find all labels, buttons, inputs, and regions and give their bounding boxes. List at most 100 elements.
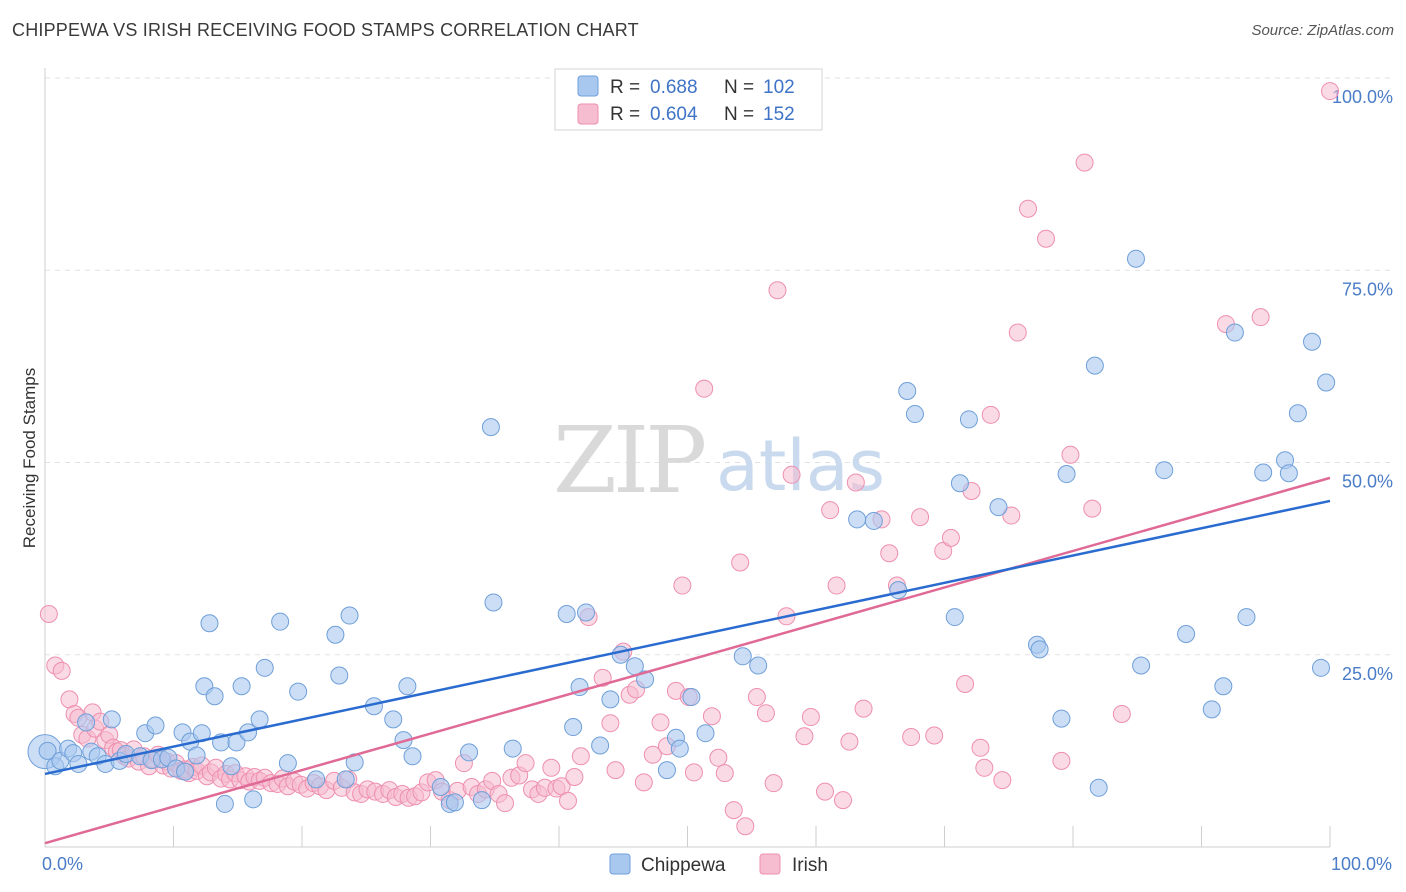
watermark-zip: ZIP xyxy=(553,407,704,514)
x-tick-label: 0.0% xyxy=(42,854,83,874)
chippewa-point xyxy=(1132,656,1151,675)
irish-point xyxy=(542,758,561,777)
irish-point xyxy=(715,764,734,783)
bottom-legend-irish: Irish xyxy=(792,855,828,876)
irish-point xyxy=(1321,82,1339,101)
watermark: ZIP atlas xyxy=(553,407,885,514)
bottom-legend-chippewa: Chippewa xyxy=(641,855,726,876)
irish-point xyxy=(941,528,960,547)
chippewa-point xyxy=(959,410,978,429)
irish-point xyxy=(1037,229,1056,248)
y-tick-label: 25.0% xyxy=(1342,664,1393,684)
chippewa-point xyxy=(1155,461,1174,480)
chippewa-point xyxy=(1237,608,1256,627)
irish-point xyxy=(1061,445,1080,464)
irish-point xyxy=(1019,199,1038,218)
bottom-legend-swatch-irish xyxy=(759,853,781,875)
irish-point xyxy=(880,544,899,563)
chippewa-point xyxy=(945,608,964,627)
irish-point xyxy=(673,576,692,595)
chippewa-point xyxy=(848,510,867,529)
irish-point xyxy=(1002,506,1021,525)
chippewa-point xyxy=(146,716,165,735)
chippewa-point xyxy=(864,511,883,530)
irish-point xyxy=(756,704,775,723)
irish-point xyxy=(643,745,662,764)
chippewa-point xyxy=(460,743,479,762)
source-label: Source: ZipAtlas.com xyxy=(1251,22,1394,39)
chippewa-point xyxy=(289,682,308,701)
chippewa-point xyxy=(1057,465,1076,484)
chippewa-point xyxy=(905,405,924,424)
chippewa-point xyxy=(232,677,251,696)
irish-point xyxy=(956,674,975,693)
chippewa-point xyxy=(77,713,96,732)
legend-n-value: 152 xyxy=(763,104,795,125)
irish-point xyxy=(606,761,625,780)
chippewa-point xyxy=(38,741,57,760)
legend-r-value: 0.604 xyxy=(650,104,698,125)
irish-trend-line xyxy=(44,476,1331,845)
chippewa-point xyxy=(278,754,297,773)
bottom-legend-swatch-chippewa xyxy=(609,853,631,875)
irish-point xyxy=(815,782,834,801)
irish-point xyxy=(782,465,801,484)
chippewa-point xyxy=(244,790,263,809)
chippewa-point xyxy=(1202,700,1221,719)
chippewa-point xyxy=(403,747,422,766)
chippewa-point xyxy=(69,754,88,773)
chippewa-point xyxy=(503,739,522,758)
legend-box xyxy=(554,68,823,131)
chippewa-point xyxy=(601,690,620,709)
chippewa-point xyxy=(200,614,219,633)
chippewa-point xyxy=(1303,332,1322,351)
chippewa-point xyxy=(1052,709,1071,728)
chippewa-point xyxy=(696,724,715,743)
chippewa-point xyxy=(307,770,326,789)
chippewa-point xyxy=(1288,404,1307,423)
bottom-legend: Chippewa Irish xyxy=(609,853,828,876)
y-tick-label: 75.0% xyxy=(1342,279,1393,299)
chippewa-point xyxy=(336,770,355,789)
irish-point xyxy=(854,699,873,718)
chippewa-point xyxy=(1214,677,1233,696)
chippewa-point xyxy=(340,606,359,625)
chippewa-point xyxy=(733,647,752,666)
irish-point xyxy=(971,738,990,757)
chippewa-trend-line xyxy=(44,499,1331,776)
irish-point xyxy=(911,508,930,527)
chippewa-point xyxy=(398,677,417,696)
irish-point xyxy=(39,604,58,623)
chippewa-point xyxy=(749,656,768,675)
chippewa-point xyxy=(205,687,224,706)
irish-point xyxy=(764,774,783,793)
chippewa-point xyxy=(330,666,349,685)
legend-r-label: R = xyxy=(610,77,640,98)
irish-point xyxy=(52,661,71,680)
chippewa-point xyxy=(215,794,234,813)
chippewa-point xyxy=(611,645,630,664)
chippewa-point xyxy=(1225,323,1244,342)
chippewa-point xyxy=(250,710,269,729)
irish-point xyxy=(1083,499,1102,518)
irish-point xyxy=(601,714,620,733)
chippewa-point xyxy=(1089,778,1108,797)
legend-n-label: N = xyxy=(724,104,754,125)
irish-point xyxy=(731,553,750,572)
irish-point xyxy=(827,576,846,595)
chart-title: CHIPPEWA VS IRISH RECEIVING FOOD STAMPS … xyxy=(12,20,639,40)
chippewa-point xyxy=(576,603,595,622)
chippewa-point xyxy=(1312,658,1331,677)
legend: R = 0.688 N = 102 R = 0.604 N = 152 xyxy=(554,68,823,131)
irish-point xyxy=(981,405,1000,424)
irish-point xyxy=(571,747,590,766)
chippewa-point xyxy=(271,612,290,631)
chippewa-point xyxy=(636,670,655,689)
irish-point xyxy=(840,732,859,751)
chippewa-point xyxy=(1177,624,1196,643)
chippewa-point xyxy=(102,710,121,729)
chippewa-point xyxy=(176,762,195,781)
irish-point xyxy=(975,758,994,777)
chippewa-point xyxy=(1254,463,1273,482)
